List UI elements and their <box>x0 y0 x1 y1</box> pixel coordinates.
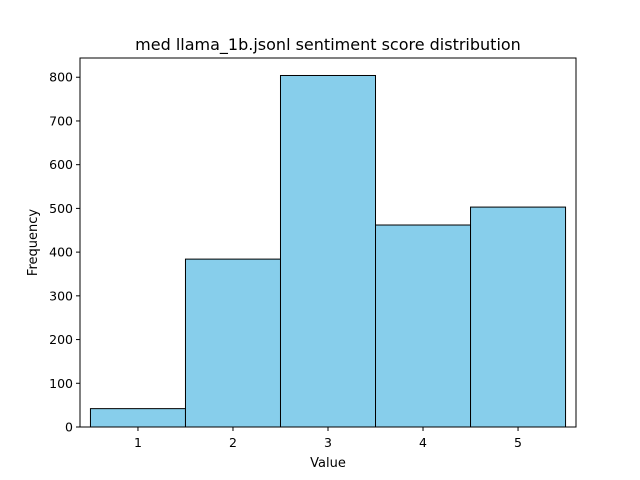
y-tick-label: 400 <box>49 245 73 260</box>
y-tick-label: 100 <box>49 376 73 391</box>
bar-1 <box>89 408 186 428</box>
y-tick-label: 300 <box>49 288 73 303</box>
x-tick-label: 4 <box>419 435 427 450</box>
bar-5 <box>470 206 567 428</box>
plot-frame <box>79 57 577 428</box>
x-tick-label: 5 <box>514 435 522 450</box>
bar-4 <box>375 224 472 428</box>
y-tick-label: 500 <box>49 201 73 216</box>
x-tick-label: 3 <box>324 435 332 450</box>
x-tick-label: 2 <box>229 435 237 450</box>
bar-3 <box>279 74 377 428</box>
bar-2 <box>184 258 281 428</box>
x-axis-label: Value <box>310 456 346 471</box>
bars-group <box>89 74 567 428</box>
y-tick-label: 200 <box>49 332 73 347</box>
y-axis-ticks: 0 100 200 300 400 500 600 700 800 <box>49 70 80 435</box>
y-tick-label: 0 <box>65 420 73 435</box>
y-axis-label: Frequency <box>26 209 41 276</box>
x-tick-label: 1 <box>134 435 142 450</box>
y-tick-label: 700 <box>49 113 73 128</box>
chart-title: med llama_1b.jsonl sentiment score distr… <box>135 35 521 55</box>
y-tick-label: 800 <box>49 70 73 85</box>
y-tick-label: 600 <box>49 157 73 172</box>
x-axis-ticks: 1 2 3 4 5 <box>134 427 522 450</box>
